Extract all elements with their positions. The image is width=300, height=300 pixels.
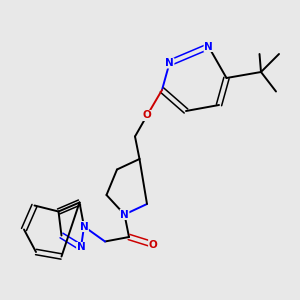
Text: N: N	[204, 41, 213, 52]
Text: N: N	[80, 221, 88, 232]
Text: N: N	[76, 242, 85, 253]
Text: O: O	[148, 239, 158, 250]
Text: N: N	[165, 58, 174, 68]
Text: N: N	[120, 209, 129, 220]
Text: O: O	[142, 110, 152, 121]
